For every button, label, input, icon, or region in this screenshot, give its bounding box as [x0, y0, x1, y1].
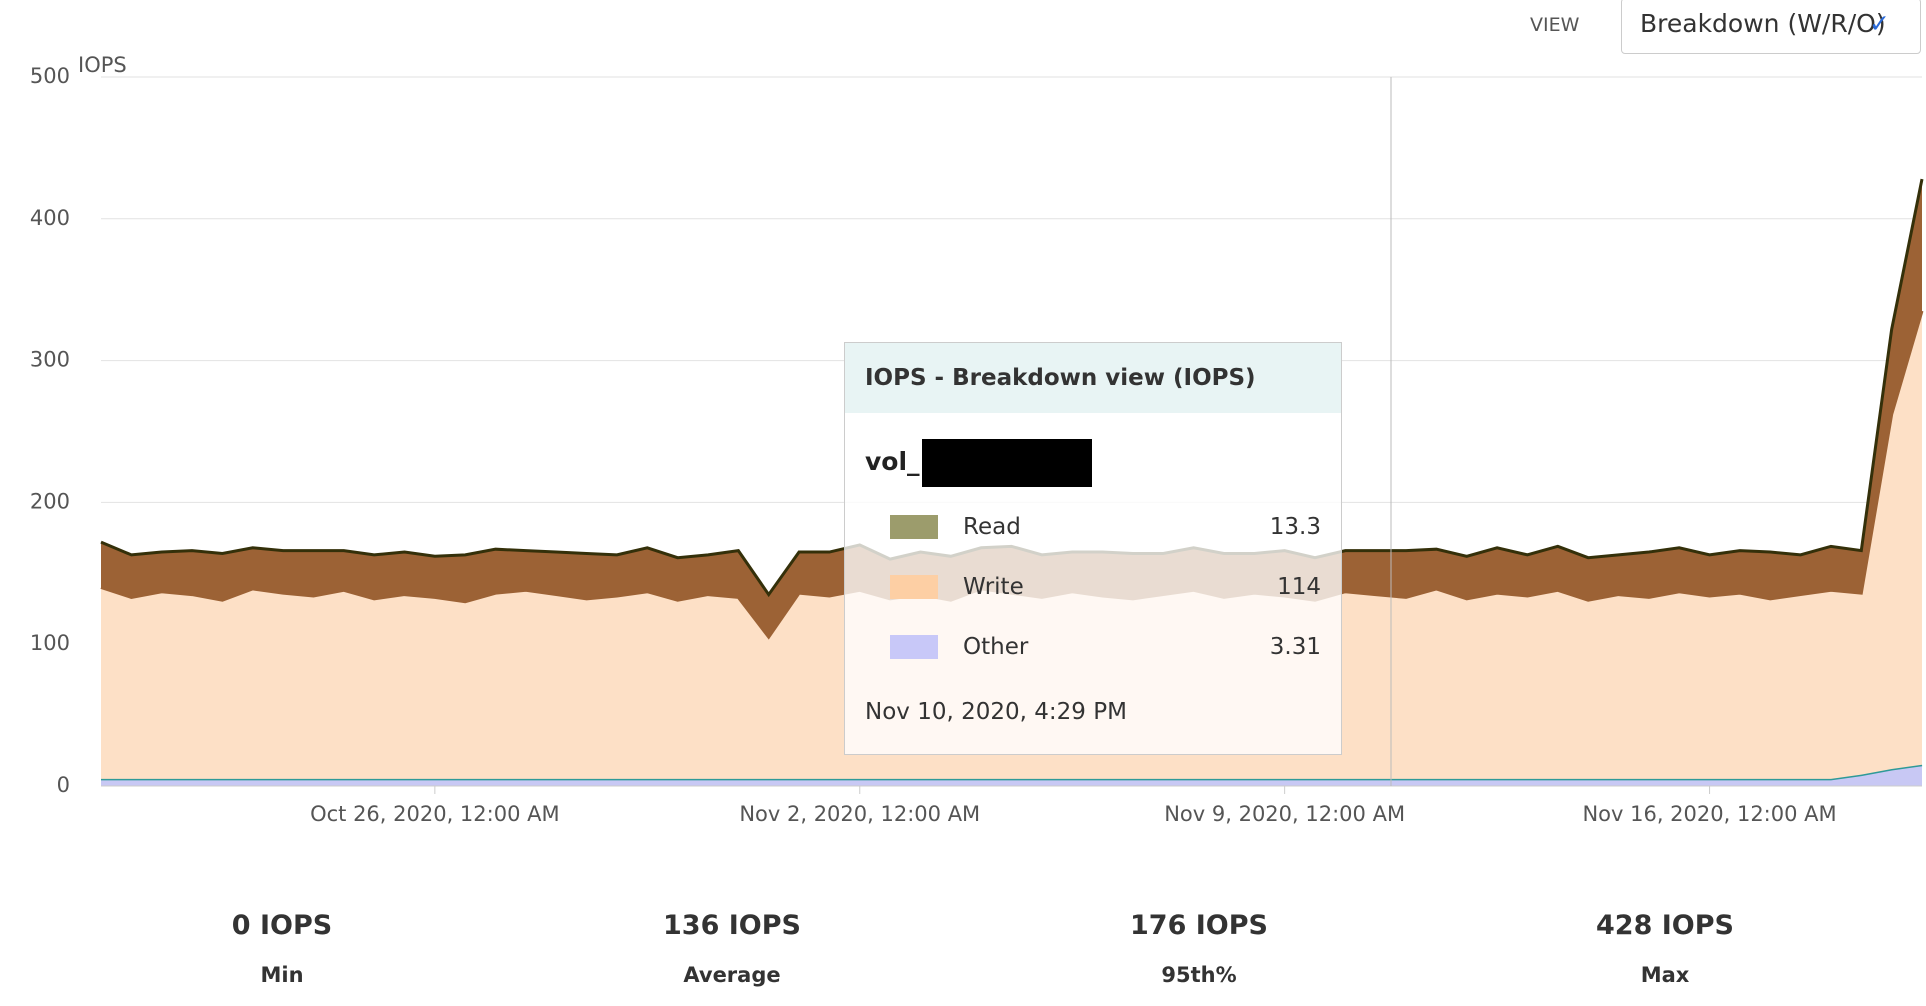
tooltip-title: IOPS - Breakdown view (IOPS) — [845, 343, 1341, 413]
stat-label: Min — [260, 963, 304, 987]
y-tick-label: 300 — [30, 348, 70, 372]
dropdown-value: Breakdown (W/R/O) — [1640, 9, 1886, 38]
series-name: Read — [963, 514, 1021, 540]
stat-label: Average — [683, 963, 781, 987]
stat-value: 428 IOPS — [1596, 910, 1734, 941]
stat: 0 IOPS Min — [132, 910, 432, 987]
x-tick-label: Nov 9, 2020, 12:00 AM — [1164, 802, 1405, 826]
stat-value: 176 IOPS — [1130, 910, 1268, 941]
x-tick-label: Nov 16, 2020, 12:00 AM — [1582, 802, 1836, 826]
swatch — [890, 635, 938, 659]
area-0 — [101, 764, 1922, 786]
chevron: ✓ — [1869, 9, 1890, 38]
area-2 — [101, 179, 1922, 638]
tooltip-rows: Read 13.3 Write 114 Other 3.31 — [845, 497, 1341, 677]
stat-value: 0 IOPS — [231, 910, 333, 941]
swatch — [890, 575, 938, 599]
series-name: Write — [963, 574, 1024, 600]
y-tick-label: 500 — [30, 64, 70, 88]
y-axis-label: IOPS — [78, 53, 127, 77]
tooltip-row: Write 114 — [845, 557, 1341, 617]
series-name: Other — [963, 634, 1029, 660]
tooltip: IOPS - Breakdown view (IOPS) vol_ Read 13… — [844, 342, 1342, 755]
x-tick-label: Oct 26, 2020, 12:00 AM — [310, 802, 560, 826]
stat: 136 IOPS Average — [582, 910, 882, 987]
y-tick-label: 0 — [57, 773, 70, 797]
chart: IOPS 0 100 200 300 400 500 Oct 26, 2020, 12:00… — [30, 53, 1924, 826]
y-tick-label: 100 — [30, 631, 70, 655]
view-label: VIEW — [1530, 14, 1580, 36]
volume-name: vol_ — [865, 447, 920, 476]
series-value: 13.3 — [1269, 514, 1321, 540]
tooltip-row: Other 3.31 — [845, 617, 1341, 677]
y-tick-label: 200 — [30, 489, 70, 513]
tooltip-volume: vol_ — [845, 413, 1341, 497]
stat: 176 IOPS 95th% — [1049, 910, 1349, 987]
swatch — [890, 515, 938, 539]
view-dropdown[interactable]: Breakdown (W/R/O) ✓ — [1621, 0, 1921, 54]
area-1 — [101, 310, 1922, 779]
tooltip-row: Read 13.3 — [845, 497, 1341, 557]
series-value: 114 — [1277, 574, 1321, 600]
redaction — [921, 439, 1092, 487]
tooltip-time: Nov 10, 2020, 4:29 PM — [865, 699, 1127, 725]
stat: 428 IOPS Max — [1515, 910, 1815, 987]
series-value: 3.31 — [1269, 634, 1321, 660]
y-tick-label: 400 — [30, 206, 70, 230]
stat-label: 95th% — [1161, 963, 1237, 987]
x-tick-label: Nov 2, 2020, 12:00 AM — [739, 802, 980, 826]
stat-value: 136 IOPS — [663, 910, 801, 941]
stat-label: Max — [1640, 963, 1690, 987]
